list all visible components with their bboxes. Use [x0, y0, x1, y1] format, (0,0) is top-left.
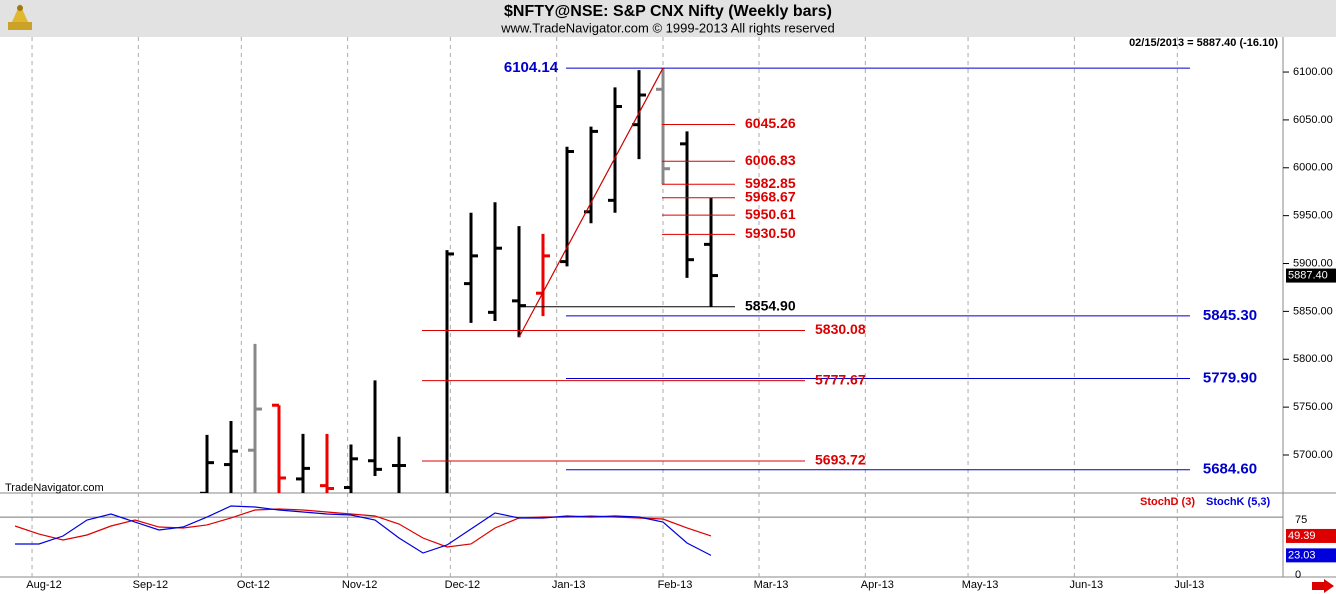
y-tick-label: 5900.00 [1293, 257, 1333, 269]
y-tick-label: 75 [1295, 514, 1307, 526]
y-tick-label: 6100.00 [1293, 66, 1333, 78]
close-box [1286, 268, 1336, 283]
level-label: 5779.90 [1203, 369, 1257, 386]
level-label: 5854.90 [745, 297, 796, 313]
level-label: 6104.14 [504, 59, 559, 76]
y-tick-label: 5950.00 [1293, 210, 1333, 222]
header-note: 02/15/2013 = 5887.40 (-16.10) [1129, 37, 1278, 49]
x-tick-label: Nov-12 [342, 579, 377, 591]
logo [8, 4, 32, 30]
y-tick-label: 5700.00 [1293, 449, 1333, 461]
x-tick-label: Aug-12 [26, 579, 61, 591]
level-label: 5845.30 [1203, 307, 1257, 324]
level-label: 5777.67 [815, 371, 866, 387]
y-tick-label: 5850.00 [1293, 305, 1333, 317]
chart-subtitle: www.TradeNavigator.com © 1999-2013 All r… [500, 20, 835, 35]
y-tick-label: 6050.00 [1293, 114, 1333, 126]
x-tick-label: Sep-12 [133, 579, 168, 591]
legend-label: StochK (5,3) [1206, 496, 1271, 508]
stoch-plot [14, 505, 712, 556]
x-tick-label: Jan-13 [552, 579, 586, 591]
level-label: 6045.26 [745, 115, 796, 131]
x-tick-label: Feb-13 [658, 579, 693, 591]
value-box [1286, 548, 1336, 563]
stoch-line [15, 505, 712, 556]
value-label: 23.03 [1288, 549, 1316, 561]
level-label: 5982.85 [745, 175, 796, 191]
level-label: 5930.50 [745, 225, 796, 241]
x-tick-label: Apr-13 [861, 579, 894, 591]
x-tick-label: Mar-13 [754, 579, 789, 591]
level-label: 5693.72 [815, 452, 866, 468]
level-label: 5968.67 [745, 188, 796, 204]
scroll-arrow[interactable] [1312, 579, 1334, 593]
level-label: 5830.08 [815, 321, 866, 337]
level-label: 6006.83 [745, 152, 796, 168]
chart-title: $NFTY@NSE: S&P CNX Nifty (Weekly bars) [504, 3, 832, 20]
price-plot [200, 68, 719, 493]
x-tick-label: May-13 [962, 579, 999, 591]
x-tick-label: Oct-12 [237, 579, 270, 591]
y-tick-label: 6000.00 [1293, 162, 1333, 174]
level-label: 5684.60 [1203, 461, 1257, 478]
trendline [518, 67, 664, 338]
value-label: 49.39 [1288, 530, 1316, 542]
close-label: 5887.40 [1288, 269, 1328, 281]
value-box [1286, 528, 1336, 543]
x-tick-label: Dec-12 [445, 579, 480, 591]
title-bar [0, 0, 1336, 37]
y-tick-label: 0 [1295, 569, 1301, 581]
y-tick-label: 5800.00 [1293, 353, 1333, 365]
legend-label: StochD (3) [1140, 496, 1195, 508]
y-tick-label: 5750.00 [1293, 401, 1333, 413]
x-tick-label: Jul-13 [1174, 579, 1204, 591]
x-tick-label: Jun-13 [1070, 579, 1104, 591]
level-label: 5950.61 [745, 206, 796, 222]
watermark: TradeNavigator.com [5, 482, 104, 494]
